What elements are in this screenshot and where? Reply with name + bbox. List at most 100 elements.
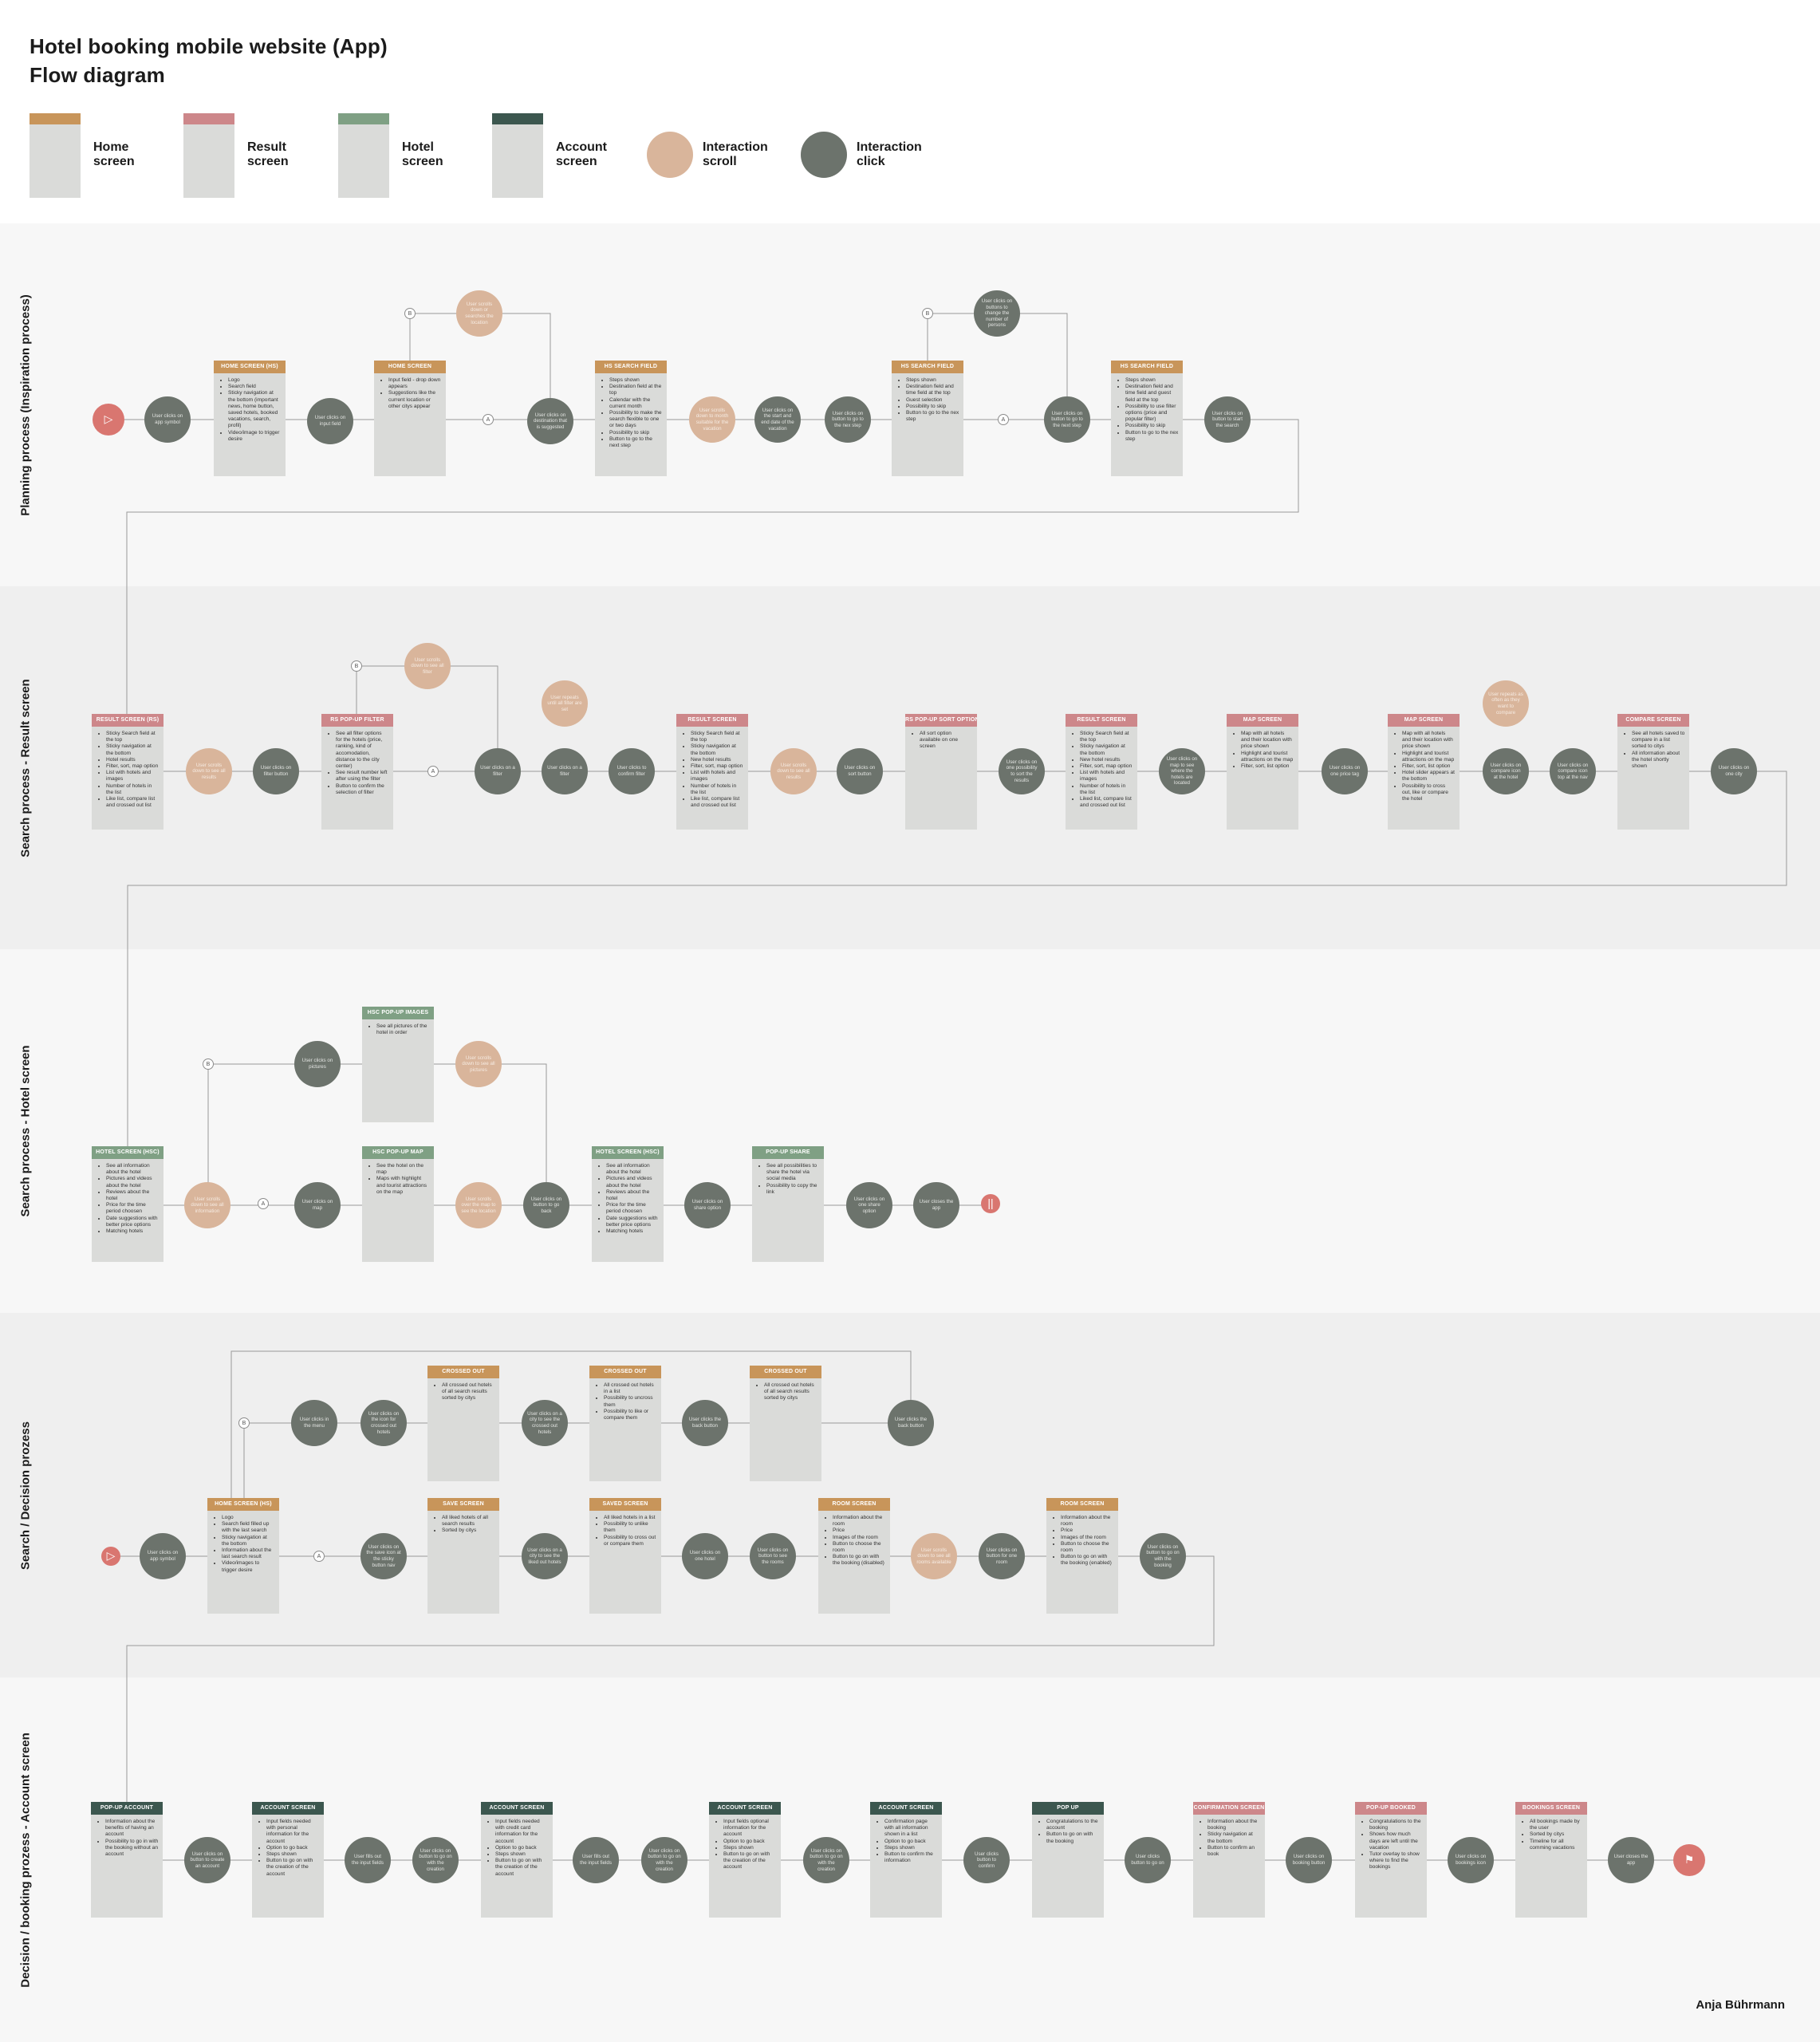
screen-card-item: Option to go back — [266, 1845, 320, 1851]
screen-card-item: Hotel slider appears at the bottom — [1402, 770, 1456, 783]
screen-card-item: Timeline for all comming vacations — [1530, 1839, 1583, 1851]
screen-card-item: Information about the benefits of having… — [105, 1819, 159, 1839]
screen-card-item: Pictures and videos about the hotel — [106, 1176, 160, 1189]
screen-card-item: Possibility to like or compare them — [604, 1409, 657, 1421]
screen-card-item: Sorted by citys — [1530, 1831, 1583, 1838]
screen-card-item: Sticky navigation at the bottom (importa… — [228, 390, 282, 429]
screen-card-item: Video/image to trigger desire — [228, 430, 282, 443]
scroll-interaction: User scrolls down to see all information — [184, 1182, 230, 1228]
click-interaction: User clicks on button to start the searc… — [1204, 396, 1251, 443]
click-interaction: User clicks on a city to see the liked o… — [522, 1533, 568, 1579]
screen-card-item: Button to go on with the booking (disabl… — [833, 1554, 886, 1567]
screen-card-item: Information about the room — [1061, 1515, 1114, 1528]
screen-card-title: ACCOUNT SCREEN — [709, 1802, 781, 1815]
legend-swatch — [338, 113, 389, 198]
branch-connector-b: B — [203, 1058, 214, 1070]
click-interaction: User clicks on bookings icon — [1448, 1837, 1494, 1883]
legend-label: Interaction scroll — [703, 140, 768, 168]
screen-card: ACCOUNT SCREEN Input fields optional info… — [709, 1802, 781, 1918]
screen-card-title: HS SEARCH FIELD — [1111, 361, 1183, 373]
screen-card-item: See all pictures of the hotel in order — [376, 1023, 430, 1036]
flow-line — [126, 1555, 1215, 1802]
screen-card-items: Confirmation page with all information s… — [870, 1819, 942, 1864]
screen-card-items: All liked hotels in a listPossibility to… — [589, 1515, 661, 1547]
screen-card-item: All liked hotels of all search results — [442, 1515, 495, 1528]
screen-card-item: Button to confirm an book — [1207, 1845, 1261, 1858]
screen-card-item: Input fields needed with personal inform… — [266, 1819, 320, 1845]
screen-card-item: Button to go to the nex step — [906, 410, 959, 423]
screen-card-item: Information about the room — [833, 1515, 886, 1528]
screen-card-item: Button to go on with the creation of the… — [495, 1858, 549, 1878]
click-interaction: User clicks on app symbol — [144, 396, 191, 443]
screen-card: ACCOUNT SCREEN Confirmation page with all… — [870, 1802, 942, 1918]
scroll-interaction: User scrolls down to see all filter — [404, 643, 451, 689]
screen-card: RS POP-UP FILTER See all filter options f… — [321, 714, 393, 830]
screen-card-title: RESULT SCREEN (RS) — [92, 714, 163, 727]
screen-card-title: HSC POP-UP MAP — [362, 1146, 434, 1159]
screen-card: HS SEARCH FIELD Steps shownDestination fi… — [1111, 361, 1183, 476]
click-interaction: User clicks on one price tag — [1322, 748, 1368, 794]
screen-card-item: Search field — [228, 384, 282, 390]
title-line-1: Hotel booking mobile website (App) — [30, 34, 388, 58]
screen-card: RESULT SCREEN Sticky Search field at the … — [676, 714, 748, 830]
screen-card-item: Liked list, compare list and crossed out… — [1080, 796, 1133, 809]
screen-card-items: Information about the bookingSticky navi… — [1193, 1819, 1265, 1858]
screen-card-title: RS POP-UP FILTER — [321, 714, 393, 727]
screen-card-items: All crossed out hotels of all search res… — [427, 1382, 499, 1402]
screen-card-item: Destination field at the top — [609, 384, 663, 396]
click-interaction: User clicks to confirm filter — [609, 748, 655, 794]
screen-card-item: Button to choose the room — [833, 1541, 886, 1554]
screen-card-item: Price for the time period choosen — [106, 1202, 160, 1215]
screen-card-item: Button to go on with the creation of the… — [723, 1851, 777, 1871]
click-interaction: User clicks on the save icon at the stic… — [360, 1533, 407, 1579]
screen-card-item: Matching hotels — [106, 1228, 160, 1235]
screen-card-item: Matching hotels — [606, 1228, 660, 1235]
screen-card: RS POP-UP SORT OPTION All sort option ava… — [905, 714, 977, 830]
screen-card-items: All liked hotels of all search resultsSo… — [427, 1515, 499, 1535]
screen-card-item: Button to go to the nex step — [1125, 430, 1179, 443]
screen-card: SAVE SCREEN All liked hotels of all searc… — [427, 1498, 499, 1614]
screen-card-item: Like list, compare list and crossed out … — [691, 796, 744, 809]
screen-card-items: All bookings made by the userSorted by c… — [1515, 1819, 1587, 1851]
screen-card: HOTEL SCREEN (HSC) See all information ab… — [592, 1146, 664, 1262]
screen-card: COMPARE SCREEN See all hotels saved to co… — [1617, 714, 1689, 830]
swimlane-decision: Search / Decision prozess — [0, 1313, 1820, 1677]
screen-card-item: Sorted by citys — [442, 1528, 495, 1534]
screen-card-item: List with hotels and images — [691, 770, 744, 783]
screen-card-item: All crossed out hotels in a list — [604, 1382, 657, 1395]
screen-card-item: Calendar with the current month — [609, 397, 663, 410]
screen-card-title: POP-UP BOOKED — [1355, 1802, 1427, 1815]
branch-connector-a: A — [483, 414, 494, 425]
screen-card-item: Button to choose the room — [1061, 1541, 1114, 1554]
screen-card: HS SEARCH FIELD Steps shownDestination fi… — [892, 361, 963, 476]
screen-card-item: Guest selection — [906, 397, 959, 404]
click-interaction: User clicks on buttons to change the num… — [974, 290, 1020, 337]
screen-card-title: CROSSED OUT — [589, 1366, 661, 1378]
screen-card-item: Video/images to trigger desire — [222, 1560, 275, 1573]
screen-card-item: Steps shown — [1125, 377, 1179, 384]
screen-card-title: POP-UP SHARE — [752, 1146, 824, 1159]
screen-card-item: Input fields optional information for th… — [723, 1819, 777, 1839]
screen-card-item: Reviews about the hotel — [606, 1189, 660, 1202]
screen-card-title: ACCOUNT SCREEN — [870, 1802, 942, 1815]
screen-card-item: Steps shown — [884, 1845, 938, 1851]
screen-card-items: See all hotels saved to compare in a lis… — [1617, 731, 1689, 770]
screen-card-items: Input fields needed with credit card inf… — [481, 1819, 553, 1878]
screen-card-items: All sort option available on one screen — [905, 731, 977, 751]
screen-card-item: Information about the booking — [1207, 1819, 1261, 1831]
click-interaction: User clicks on one share option — [846, 1182, 892, 1228]
screen-card-item: Filter, sort, map option — [691, 763, 744, 770]
screen-card: POP-UP BOOKED Congratulations to the book… — [1355, 1802, 1427, 1918]
screen-card-item: Possibility to cross out or compare them — [604, 1535, 657, 1547]
screen-card: HOME SCREEN (HS) LogoSearch field filled … — [207, 1498, 279, 1614]
click-interaction: User clicks on booking button — [1286, 1837, 1332, 1883]
screen-card-title: CROSSED OUT — [427, 1366, 499, 1378]
click-interaction: User clicks on one city — [1711, 748, 1757, 794]
click-interaction: User clicks on button to go on with the … — [412, 1837, 459, 1883]
branch-connector-b: B — [238, 1417, 250, 1429]
screen-card: HSC POP-UP IMAGES See all pictures of the… — [362, 1007, 434, 1122]
screen-card-items: Congratulations to the bookingShows how … — [1355, 1819, 1427, 1871]
screen-card-items: Input fields needed with personal inform… — [252, 1819, 324, 1878]
legend-circle — [801, 132, 847, 178]
end-node: || — [981, 1194, 1000, 1213]
